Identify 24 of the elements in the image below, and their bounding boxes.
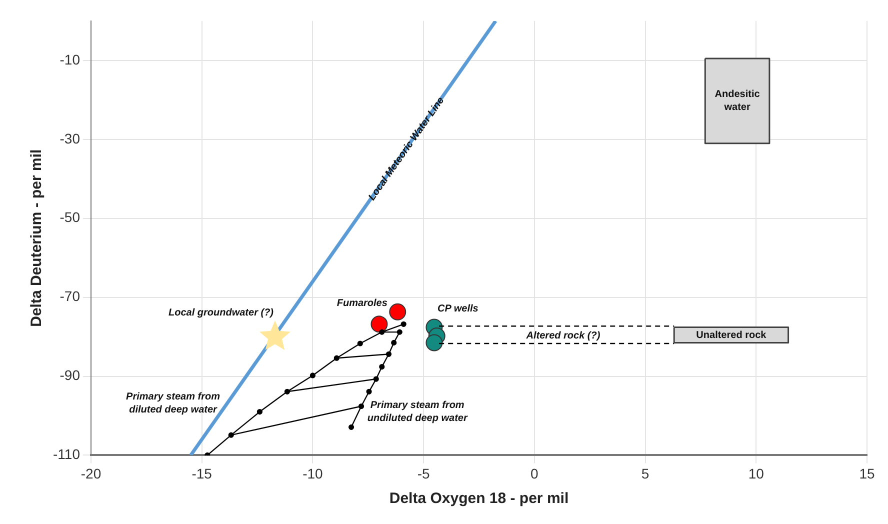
y-tick-label: -90 bbox=[60, 367, 80, 384]
annotation: Fumaroles bbox=[336, 298, 388, 309]
annotation: CP wells bbox=[438, 304, 479, 315]
y-tick-label: -30 bbox=[60, 130, 80, 146]
x-tick-label: -20 bbox=[80, 465, 102, 482]
y-tick-label: -50 bbox=[60, 209, 80, 226]
annotation: Local groundwater (?) bbox=[168, 308, 274, 319]
x-tick-label: 5 bbox=[641, 465, 650, 482]
x-tick-label: 15 bbox=[859, 465, 875, 482]
annotation: Andesitic water bbox=[714, 89, 760, 114]
annotation: Primary steam from undiluted deep water bbox=[367, 400, 468, 424]
y-tick-label: -70 bbox=[60, 288, 80, 304]
y-tick-label: -10 bbox=[60, 51, 80, 68]
annotation: Altered rock (?) bbox=[525, 330, 601, 342]
x-tick-label: 0 bbox=[530, 465, 539, 482]
annotation: Unaltered rock bbox=[696, 330, 767, 341]
x-tick-label: -5 bbox=[417, 465, 430, 482]
y-axis-title: Delta Deuterium - per mil bbox=[28, 149, 46, 327]
annotation: Primary steam from diluted deep water bbox=[126, 391, 220, 416]
x-tick-label: 10 bbox=[748, 465, 764, 482]
x-tick-label: -15 bbox=[192, 465, 212, 482]
y-tick-label: -110 bbox=[52, 446, 80, 462]
x-tick-label: -10 bbox=[302, 465, 324, 482]
x-axis-title: Delta Oxygen 18 - per mil bbox=[389, 490, 569, 508]
